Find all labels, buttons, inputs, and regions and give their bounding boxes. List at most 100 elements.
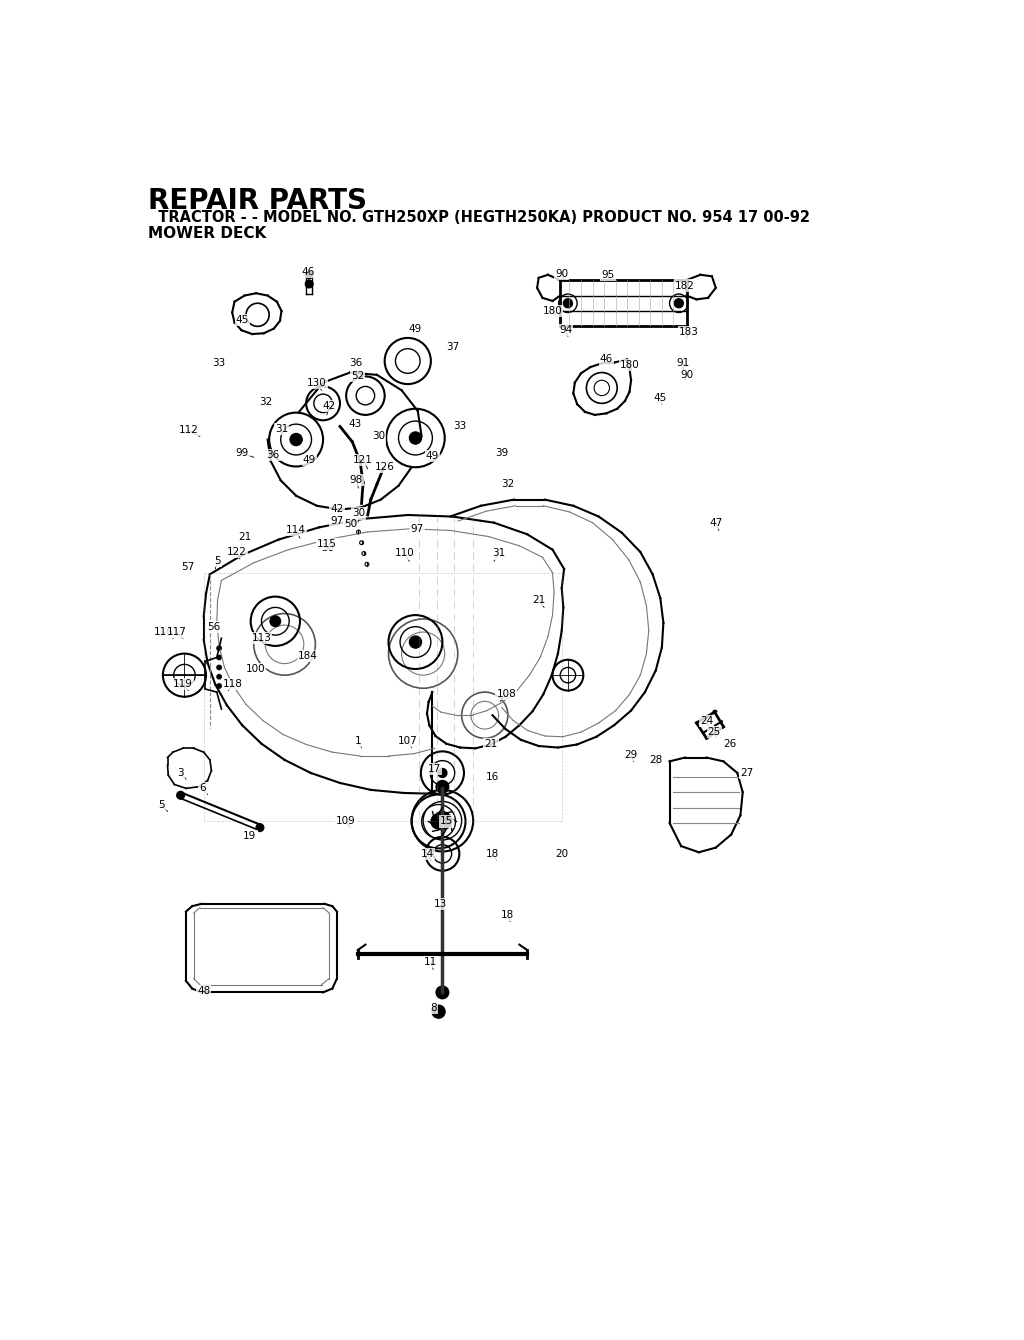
Text: 108: 108: [497, 689, 516, 699]
Text: 28: 28: [649, 754, 663, 765]
Text: 52: 52: [351, 371, 365, 382]
Circle shape: [436, 986, 449, 998]
Text: 47: 47: [710, 517, 722, 528]
Text: 109: 109: [336, 816, 356, 827]
Text: 5: 5: [214, 556, 221, 567]
Text: REPAIR PARTS: REPAIR PARTS: [147, 186, 367, 214]
Text: 29: 29: [625, 750, 638, 760]
Text: 99: 99: [236, 449, 249, 458]
Text: 119: 119: [173, 679, 193, 689]
Text: 21: 21: [532, 595, 546, 604]
Text: 57: 57: [181, 561, 195, 572]
Text: 45: 45: [653, 393, 667, 403]
Text: 183: 183: [679, 327, 698, 336]
Text: 107: 107: [398, 736, 418, 745]
Circle shape: [436, 781, 449, 793]
Text: 25: 25: [708, 728, 721, 737]
Text: 180: 180: [620, 360, 639, 370]
Text: 19: 19: [244, 831, 257, 842]
Text: 17: 17: [428, 764, 441, 775]
Text: 45: 45: [236, 315, 249, 326]
Text: 126: 126: [375, 462, 394, 472]
Text: 46: 46: [600, 355, 613, 364]
Text: 21: 21: [238, 532, 251, 541]
Text: 21: 21: [484, 738, 498, 749]
Text: 49: 49: [302, 454, 315, 465]
Text: 110: 110: [395, 548, 415, 559]
Text: 18: 18: [501, 910, 514, 921]
Text: 43: 43: [349, 419, 362, 429]
Circle shape: [410, 636, 422, 649]
Text: 27: 27: [740, 768, 754, 779]
Circle shape: [217, 646, 221, 650]
Text: 14: 14: [421, 848, 433, 859]
Circle shape: [432, 1005, 444, 1018]
Text: 90: 90: [681, 370, 694, 379]
Text: 32: 32: [501, 480, 514, 489]
Text: 24: 24: [699, 716, 713, 725]
Circle shape: [674, 299, 683, 308]
Text: 33: 33: [213, 358, 225, 369]
Text: 122: 122: [227, 547, 247, 557]
Circle shape: [217, 674, 221, 679]
Circle shape: [433, 812, 452, 829]
Text: 97: 97: [331, 516, 343, 527]
Text: 33: 33: [454, 422, 467, 431]
Text: 50: 50: [322, 543, 334, 553]
Text: 50: 50: [344, 519, 357, 529]
Text: 15: 15: [439, 816, 453, 827]
Circle shape: [217, 665, 221, 670]
Circle shape: [290, 433, 302, 446]
Text: 37: 37: [445, 342, 459, 352]
Text: 42: 42: [331, 504, 343, 513]
Text: 90: 90: [555, 269, 568, 279]
Text: 20: 20: [555, 848, 568, 859]
Text: 118: 118: [223, 679, 243, 689]
Circle shape: [305, 271, 313, 279]
Circle shape: [217, 683, 221, 689]
Text: 36: 36: [349, 358, 362, 369]
Text: 121: 121: [353, 454, 373, 465]
Text: 91: 91: [677, 358, 690, 367]
Circle shape: [431, 813, 446, 829]
Text: MOWER DECK: MOWER DECK: [147, 226, 266, 241]
Text: 16: 16: [485, 772, 499, 781]
Circle shape: [410, 431, 422, 444]
Text: 32: 32: [259, 397, 272, 407]
Text: 3: 3: [177, 768, 184, 779]
Text: 182: 182: [675, 280, 695, 291]
Text: 31: 31: [274, 423, 288, 434]
Text: 94: 94: [559, 326, 572, 335]
Text: 184: 184: [298, 651, 317, 661]
Text: 39: 39: [495, 449, 508, 458]
Text: 49: 49: [426, 450, 439, 461]
Text: 113: 113: [252, 634, 271, 643]
Text: 8: 8: [430, 1002, 436, 1013]
Text: 13: 13: [434, 899, 447, 909]
Text: 18: 18: [485, 848, 499, 859]
Circle shape: [217, 655, 221, 659]
Text: 100: 100: [246, 665, 265, 674]
Text: 42: 42: [323, 401, 336, 410]
Circle shape: [563, 299, 572, 308]
Text: 116: 116: [154, 627, 174, 636]
Text: 6: 6: [199, 784, 206, 793]
Circle shape: [177, 792, 184, 799]
Text: 30: 30: [352, 508, 365, 519]
Text: 98: 98: [349, 476, 362, 485]
Text: 130: 130: [307, 378, 327, 387]
Circle shape: [438, 768, 447, 777]
Text: 46: 46: [301, 268, 314, 277]
Text: 180: 180: [543, 306, 562, 316]
Text: 112: 112: [178, 425, 199, 436]
Text: 31: 31: [492, 548, 505, 559]
Circle shape: [256, 824, 264, 831]
Text: 97: 97: [411, 524, 424, 533]
Text: 48: 48: [197, 986, 210, 996]
Text: TRACTOR - - MODEL NO. GTH250XP (HEGTH250KA) PRODUCT NO. 954 17 00-92: TRACTOR - - MODEL NO. GTH250XP (HEGTH250…: [147, 210, 810, 225]
Text: 114: 114: [286, 525, 306, 536]
Text: 11: 11: [424, 957, 437, 966]
Text: 26: 26: [723, 738, 736, 749]
Text: 115: 115: [317, 539, 337, 549]
Text: 117: 117: [167, 627, 186, 636]
